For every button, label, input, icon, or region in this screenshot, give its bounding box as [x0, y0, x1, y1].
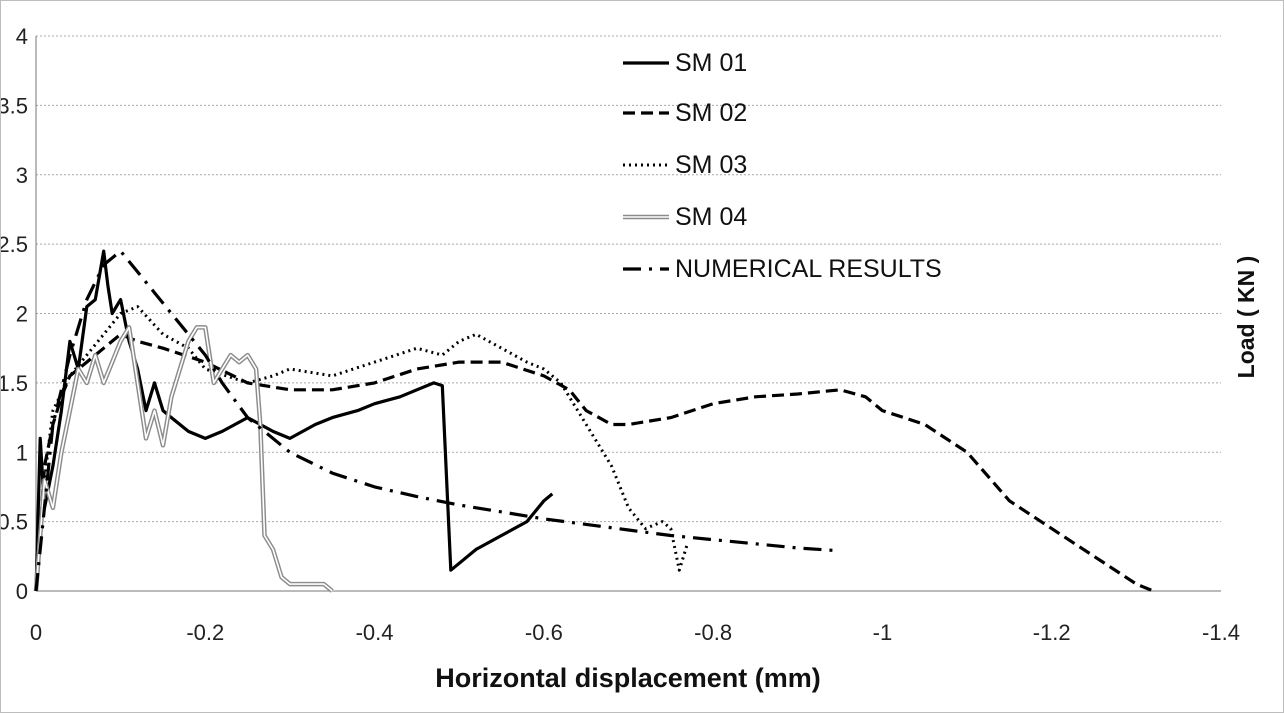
y-tick-label: 3.5 [1, 93, 28, 118]
y-tick-label: 2.5 [1, 232, 28, 257]
legend-sm-04-label: SM 04 [675, 203, 747, 231]
y-tick-label: 1.5 [1, 371, 28, 396]
x-tick-label: 0 [30, 620, 42, 645]
y-tick-label: 2 [16, 302, 28, 327]
x-axis-label: Horizontal displacement (mm) [435, 663, 821, 693]
series-sm-04-line-core [35, 326, 333, 592]
legend-numerical-results-label: NUMERICAL RESULTS [675, 255, 942, 283]
y-tick-label: 3 [16, 163, 28, 188]
legend-sm-03-label: SM 03 [675, 151, 747, 179]
x-tick-label: -0.8 [694, 620, 732, 645]
x-tick-label: -0.2 [186, 620, 224, 645]
series-numerical-results-line [34, 249, 841, 592]
series-sm-01-line [34, 249, 554, 592]
legend-sm-01-label: SM 01 [675, 49, 747, 77]
y-tick-label: 0 [16, 579, 28, 604]
y-axis-label: Load ( KN ) [1233, 256, 1259, 379]
y-tick-label: 1 [16, 440, 28, 465]
y-tick-label: 0.5 [1, 510, 28, 535]
x-tick-label: -1.2 [1033, 620, 1071, 645]
x-tick-label: -0.6 [525, 620, 563, 645]
x-tick-label: -1.4 [1202, 620, 1240, 645]
y-tick-label: 4 [16, 24, 28, 49]
x-tick-label: -0.4 [356, 620, 394, 645]
x-tick-label: -1 [873, 620, 893, 645]
series-sm-02-line [34, 332, 1154, 593]
series-sm-03-line [34, 305, 690, 592]
series-sm-04-line [33, 325, 334, 593]
legend-sm-02-label: SM 02 [675, 99, 747, 127]
